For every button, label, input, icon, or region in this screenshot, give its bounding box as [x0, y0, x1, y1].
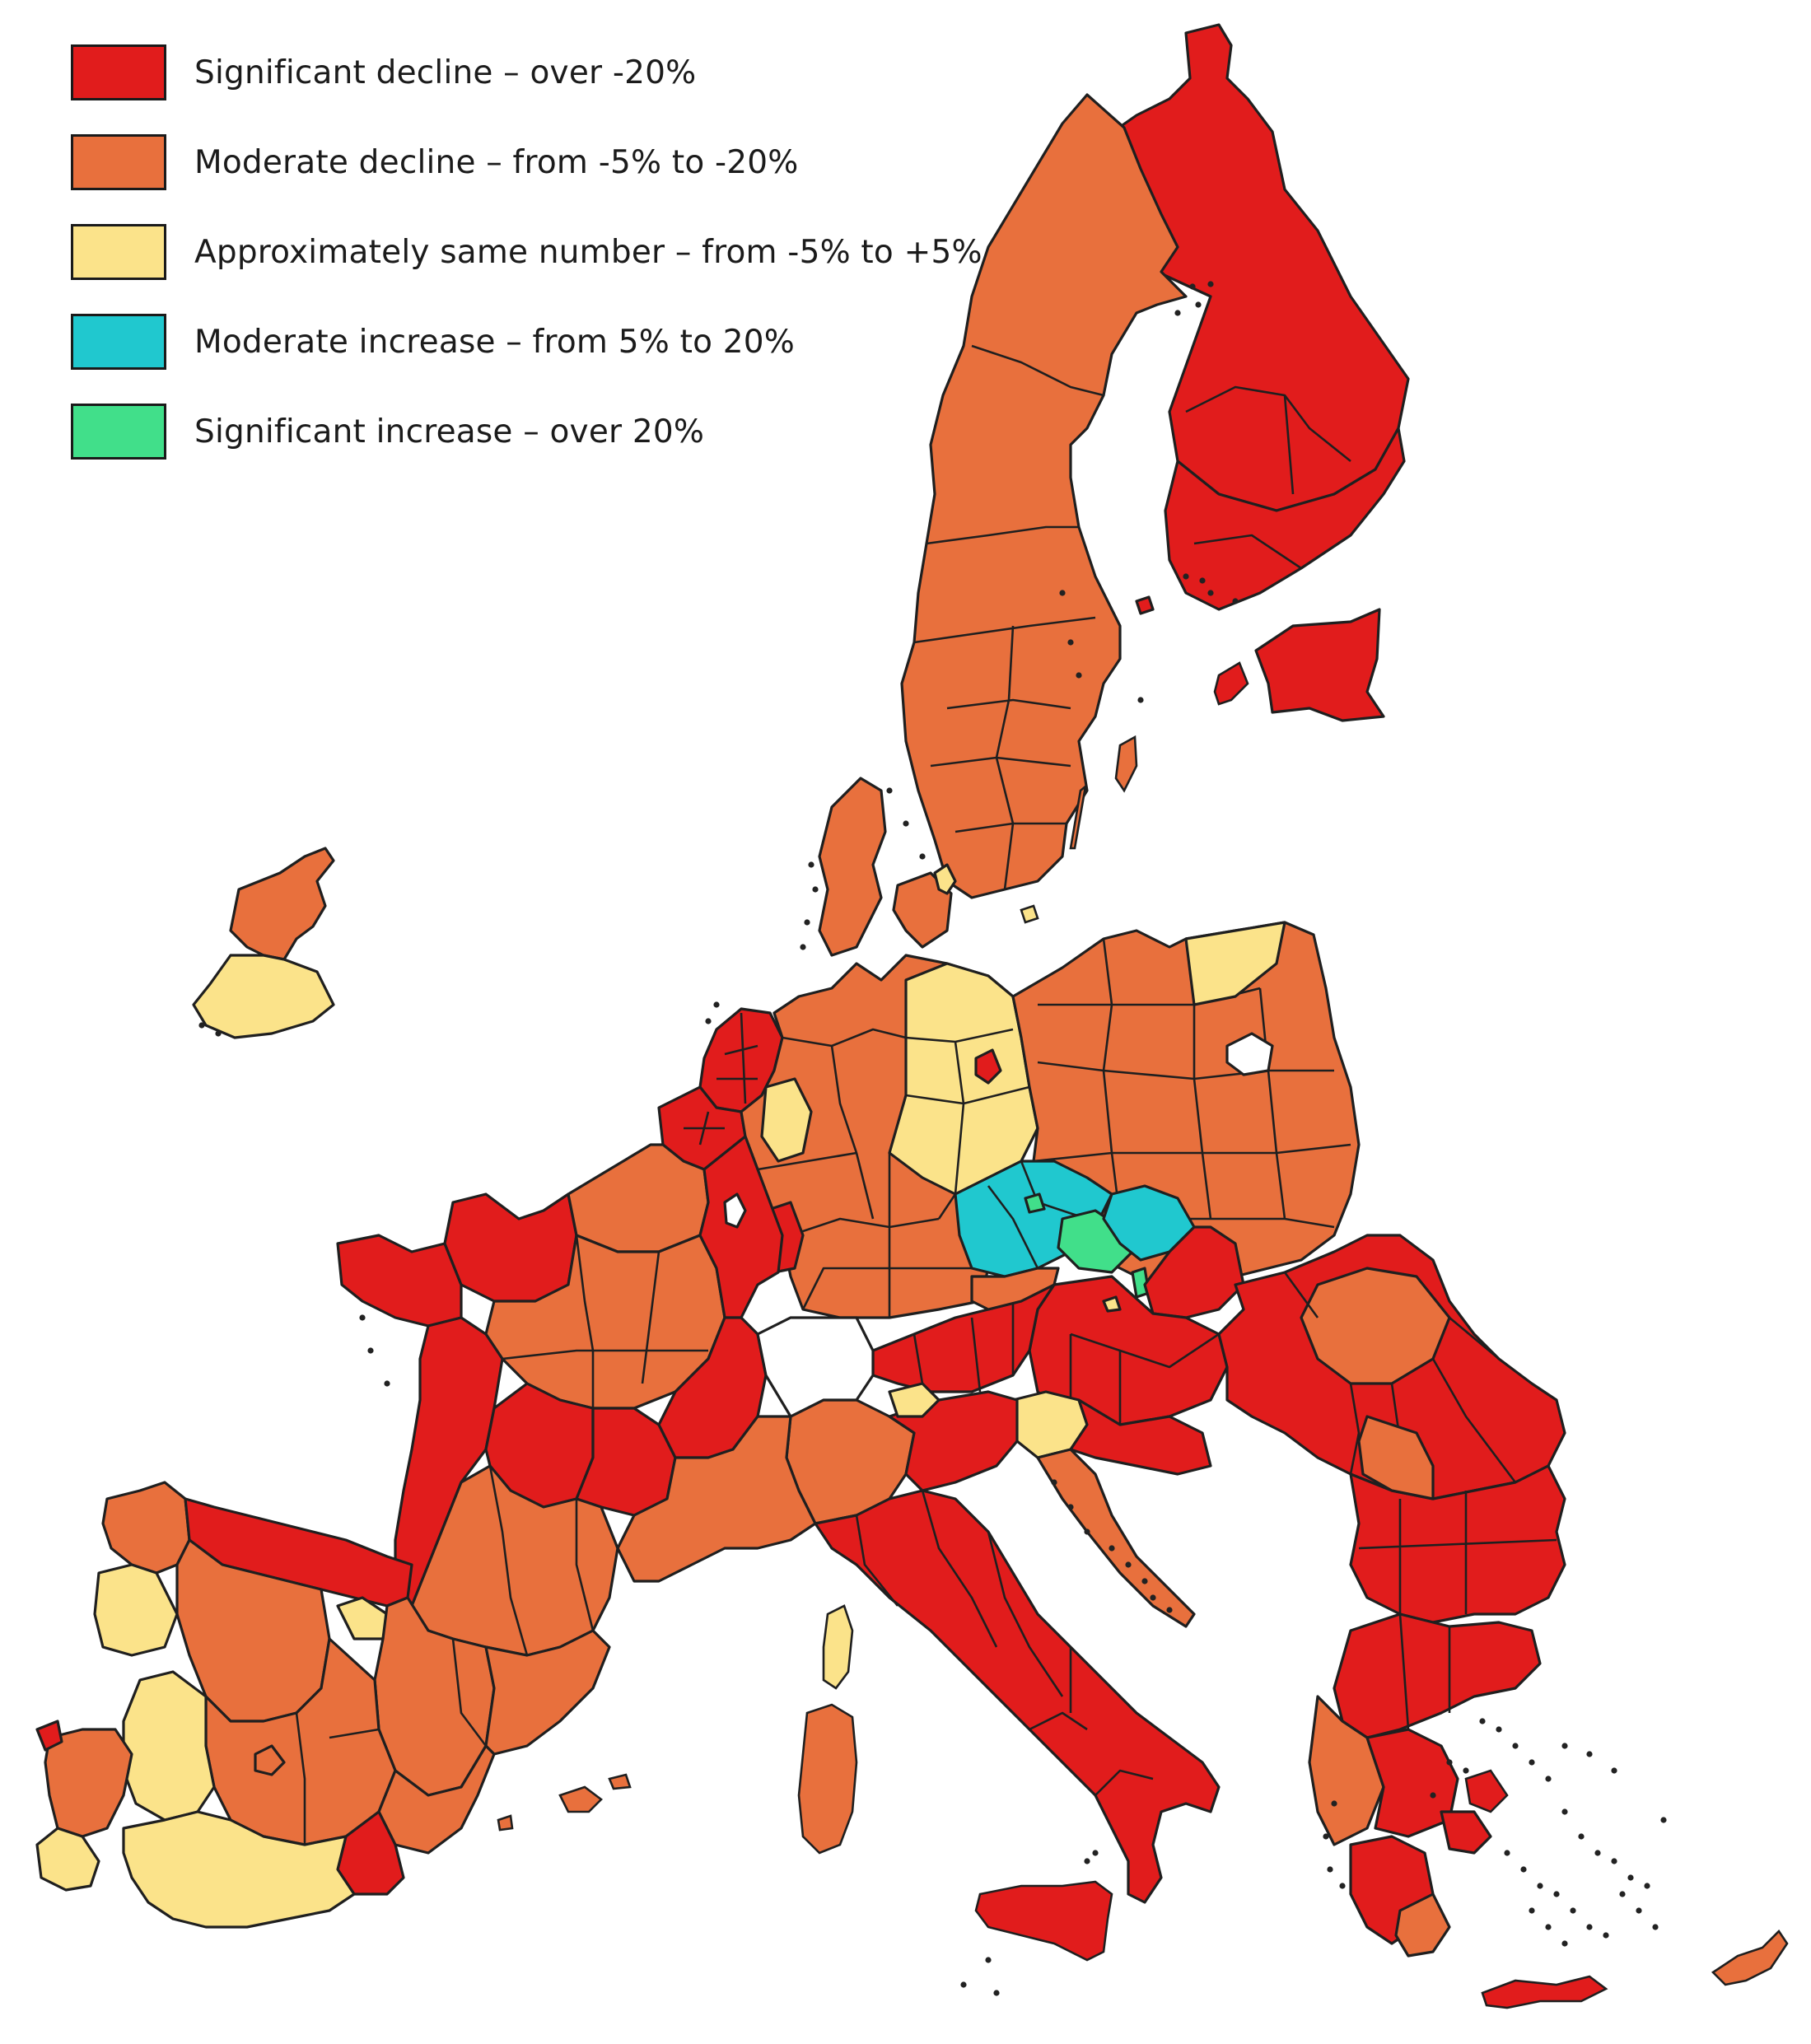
legend-swatch: [71, 404, 166, 460]
region-balearic-2: [608, 1773, 632, 1790]
region-france-normandy: [443, 1192, 578, 1303]
sweden: [900, 93, 1188, 899]
map-legend: Significant decline – over -20% Moderate…: [71, 43, 983, 492]
region-corsica: [822, 1604, 854, 1690]
region-sweden-oland: [1069, 783, 1087, 850]
region-finland-south: [1164, 427, 1406, 611]
region-slovakia: [1143, 1225, 1245, 1319]
legend-item-significant-decline: Significant decline – over -20%: [71, 43, 983, 102]
region-portugal-minho: [35, 1720, 63, 1752]
region-france-east: [698, 1135, 784, 1319]
legend-item-moderate-decline: Moderate decline – from -5% to -20%: [71, 133, 983, 192]
region-greece-north: [1333, 1612, 1542, 1739]
legend-label: Significant decline – over -20%: [194, 54, 697, 91]
region-estonia: [1254, 608, 1385, 722]
region-poland-ne: [1184, 921, 1286, 1006]
region-italy: [814, 1489, 1221, 1904]
legend-item-moderate-increase: Moderate increase – from 5% to 20%: [71, 312, 983, 371]
region-peloponnese-south: [1394, 1892, 1451, 1958]
legend-label: Moderate decline – from -5% to -20%: [194, 143, 799, 181]
region-croatia-north: [1069, 1398, 1212, 1476]
region-spain-extremadura: [122, 1670, 216, 1822]
region-cyprus: [1711, 1929, 1789, 1986]
region-balearic: [558, 1785, 603, 1813]
region-balearic-3: [497, 1814, 514, 1832]
legend-item-significant-increase: Significant increase – over 20%: [71, 402, 983, 461]
region-croatia-coast: [1036, 1448, 1196, 1628]
region-spain-galicia: [101, 1481, 191, 1575]
region-attica: [1440, 1810, 1492, 1855]
region-romania-center: [1300, 1267, 1451, 1385]
legend-item-approx-same: Approximately same number – from -5% to …: [71, 222, 983, 282]
region-budapest: [1102, 1295, 1122, 1313]
region-spain-asturias: [93, 1563, 179, 1657]
region-denmark-zealand: [892, 871, 953, 949]
region-prague: [1024, 1192, 1046, 1214]
region-spain-andalusia: [122, 1810, 356, 1929]
region-bulgaria-nw: [1357, 1415, 1435, 1500]
region-ireland-south: [192, 954, 335, 1039]
region-denmark-capital: [933, 863, 957, 895]
region-finland-aland: [1135, 595, 1155, 615]
legend-swatch: [71, 314, 166, 370]
region-warsaw-hole: [1225, 1032, 1274, 1076]
region-italy-trentino: [888, 1382, 941, 1418]
region-sicily: [974, 1880, 1113, 1962]
region-greece-west: [1308, 1695, 1385, 1846]
region-france-rhone: [657, 1316, 768, 1459]
finland: [1094, 23, 1410, 615]
region-france-brittany: [336, 1234, 463, 1328]
legend-label: Moderate increase – from 5% to 20%: [194, 323, 796, 361]
region-france-south-east: [616, 1415, 817, 1583]
region-sweden-gotland: [1114, 735, 1138, 793]
region-ireland-north: [229, 847, 335, 961]
region-spain-catalonia: [484, 1629, 611, 1756]
region-germany-west: [760, 1077, 813, 1163]
legend-swatch: [71, 224, 166, 280]
region-estonia-isle: [1213, 661, 1249, 706]
region-portugal-north: [44, 1728, 133, 1838]
region-crete: [1481, 1975, 1608, 2009]
region-berlin: [974, 1048, 1002, 1085]
legend-label: Significant increase – over 20%: [194, 413, 705, 450]
legend-label: Approximately same number – from -5% to …: [194, 233, 983, 271]
region-austria-north: [970, 1267, 1060, 1311]
region-euboea: [1464, 1769, 1509, 1813]
region-hungary: [1028, 1275, 1229, 1426]
region-denmark-jutland: [818, 777, 887, 957]
region-sardinia: [797, 1703, 858, 1855]
region-bornholm: [1020, 904, 1039, 924]
legend-swatch: [71, 44, 166, 100]
legend-swatch: [71, 134, 166, 190]
region-spain-madrid-ring: [254, 1744, 286, 1776]
region-paris-hole: [723, 1192, 747, 1229]
region-portugal-south: [35, 1827, 100, 1892]
switzerland-hole: [756, 1316, 875, 1419]
